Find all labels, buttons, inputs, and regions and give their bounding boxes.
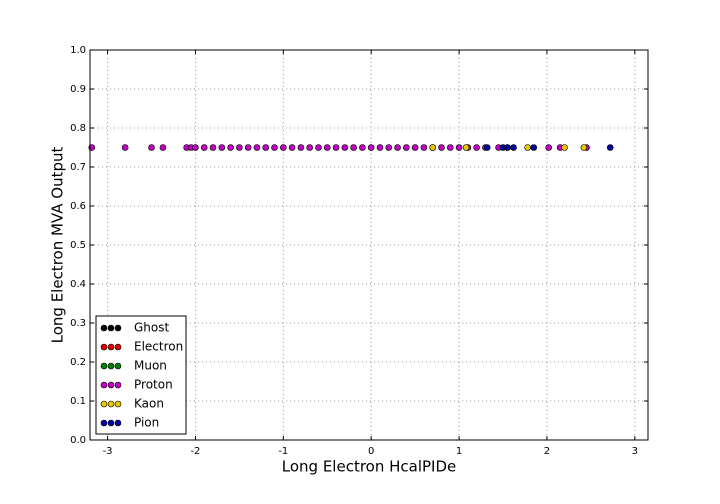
point [359, 144, 366, 151]
point [429, 144, 437, 151]
point [545, 144, 553, 151]
point [323, 144, 331, 151]
point [394, 144, 401, 151]
legend-label: Kaon [134, 397, 164, 411]
legend-marker [100, 343, 108, 351]
legend-marker [100, 324, 108, 332]
point [403, 144, 410, 151]
legend-marker [100, 400, 108, 408]
point [159, 144, 167, 151]
legend-marker [107, 362, 115, 370]
point [411, 144, 419, 151]
legend-marker [114, 362, 122, 370]
y-tick-label: 0.7 [70, 162, 86, 173]
point [280, 144, 287, 151]
point [455, 144, 463, 151]
legend-box [95, 315, 187, 435]
x-tick-label: -2 [190, 446, 200, 457]
y-tick-label: 0.3 [70, 318, 86, 329]
y-tick-label: 0.2 [70, 357, 86, 368]
point [192, 144, 199, 151]
y-tick-label: 1.0 [70, 45, 86, 56]
point [262, 144, 270, 151]
point [462, 144, 470, 151]
point [473, 144, 480, 151]
legend-label: Proton [134, 378, 173, 392]
point [376, 144, 384, 151]
x-axis-label: Long Electron HcalPIDe [282, 458, 457, 476]
y-tick-label: 0.9 [70, 84, 86, 95]
y-tick-label: 0.4 [70, 279, 86, 290]
legend-label: Pion [134, 416, 159, 430]
y-axis-label: Long Electron MVA Output [49, 147, 67, 344]
y-tick-label: 0.0 [70, 435, 86, 446]
legend-label: Muon [134, 359, 167, 373]
legend-marker [107, 343, 115, 351]
x-tick-label: 2 [544, 446, 550, 457]
legend-marker [107, 419, 115, 427]
point [483, 144, 491, 151]
legend-marker [114, 343, 122, 351]
point [227, 144, 234, 151]
point [341, 144, 349, 151]
y-tick-label: 0.5 [70, 240, 86, 251]
point [385, 144, 393, 151]
legend-marker [107, 381, 115, 389]
point [209, 144, 217, 151]
point [315, 144, 322, 151]
point [350, 144, 357, 151]
plot-frame [89, 49, 649, 441]
legend-marker [107, 400, 115, 408]
y-tick-label: 0.8 [70, 123, 86, 134]
point [236, 144, 243, 151]
point [218, 144, 226, 151]
legend-marker [114, 324, 122, 332]
point [332, 144, 340, 151]
y-tick-label: 0.6 [70, 201, 86, 212]
point [561, 144, 568, 151]
x-tick-label: 1 [456, 446, 462, 457]
point [606, 144, 614, 151]
point [510, 144, 517, 151]
point [367, 144, 375, 151]
x-tick-label: -3 [103, 446, 113, 457]
point [297, 144, 305, 151]
legend-label: Ghost [134, 321, 169, 335]
legend: Ghost Electron Muon Proton Kaon Pion [95, 315, 187, 435]
x-tick-label: 0 [368, 446, 374, 457]
legend-marker [107, 324, 115, 332]
legend-label: Electron [134, 340, 183, 354]
point [524, 144, 531, 151]
point [504, 144, 511, 151]
point [244, 144, 252, 151]
legend-marker [100, 381, 108, 389]
legend-marker [114, 419, 122, 427]
point [200, 144, 208, 151]
legend-marker [114, 381, 122, 389]
point [148, 144, 155, 151]
legend-marker [100, 362, 108, 370]
point [530, 144, 538, 151]
point [438, 144, 445, 151]
y-tick-label: 0.1 [70, 396, 86, 407]
point [306, 144, 313, 151]
point [420, 144, 428, 151]
point [446, 144, 454, 151]
legend-marker [114, 400, 122, 408]
point [121, 144, 129, 151]
point [253, 144, 261, 151]
x-tick-label: -1 [278, 446, 288, 457]
legend-marker [100, 419, 108, 427]
x-tick-label: 3 [632, 446, 638, 457]
point [288, 144, 296, 151]
point [580, 144, 588, 151]
point [271, 144, 278, 151]
